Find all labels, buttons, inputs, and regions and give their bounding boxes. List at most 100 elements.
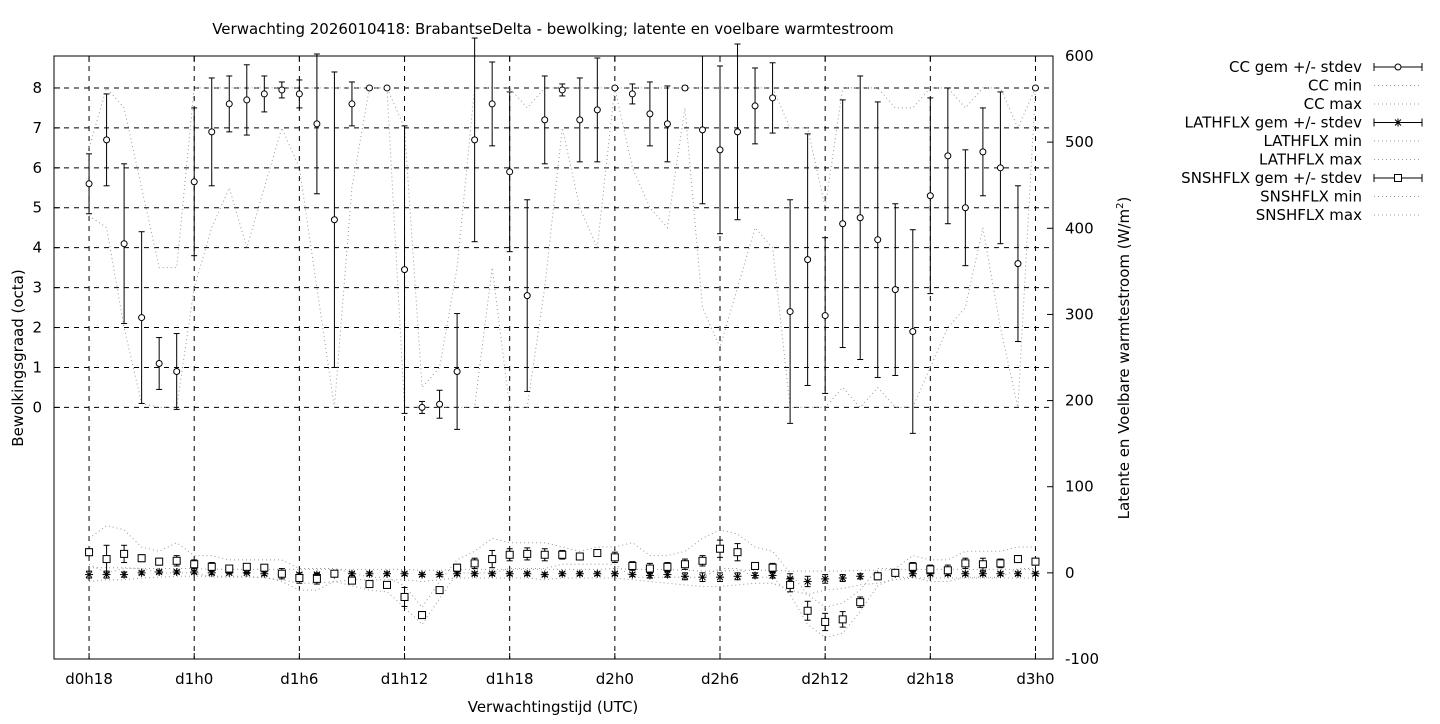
lathflx-mean-point [207, 568, 216, 577]
y-left-tick-label: 0 [32, 398, 42, 416]
legend-item: LATHFLX gem +/- stdev [1184, 114, 1423, 132]
lathflx-mean-point [172, 567, 181, 576]
lathflx-mean-point [453, 569, 462, 578]
lathflx-mean-point [190, 567, 199, 576]
y-right-tick-label: 500 [1065, 133, 1094, 151]
cc-mean-point [926, 192, 934, 200]
x-tick-label: d3h0 [1016, 670, 1054, 688]
snshflx-mean-point [242, 562, 251, 571]
cc-mean-point [804, 256, 812, 264]
snshflx-mean-point [330, 569, 339, 578]
cc-mean-point [558, 86, 566, 94]
min-max-curves [88, 86, 1036, 639]
lathflx-mean-point [593, 569, 602, 578]
star-stroke [541, 571, 549, 578]
lathflx-max-line [89, 567, 1036, 572]
snshflx-mean-point [260, 563, 269, 572]
x-tick-label: d1h0 [175, 670, 213, 688]
star-stroke [856, 572, 864, 580]
snshflx-mean-point [558, 550, 567, 559]
lathflx-mean-point [120, 570, 129, 579]
legend-item: LATHFLX max [1259, 151, 1422, 169]
lathflx-mean-point [663, 570, 672, 579]
cc-mean-point [996, 164, 1004, 172]
star-stroke [593, 570, 601, 578]
legend-item: SNSHFLX min [1260, 188, 1422, 206]
snshflx-mean-point [225, 564, 234, 573]
y-right-tick-label: 300 [1065, 305, 1094, 323]
x-tick-label: d1h6 [280, 670, 318, 688]
lathflx-mean-point [1013, 569, 1022, 578]
snshflx-mean-point [505, 550, 514, 559]
star-stroke [243, 569, 251, 577]
snshflx-mean-point [400, 592, 409, 601]
snshflx-mean-point [575, 552, 584, 561]
star-stroke [366, 570, 373, 578]
cc-mean-point [734, 128, 742, 136]
lathflx-mean-point [768, 571, 777, 580]
legend-label: CC gem +/- stdev [1229, 58, 1362, 76]
grid [54, 56, 1053, 659]
lathflx-mean-point [786, 574, 795, 583]
star-stroke [839, 574, 847, 582]
star-stroke [418, 571, 426, 578]
y-left-tick-labels: 0 1 2 3 4 5 6 7 8 [32, 79, 42, 416]
lathflx-mean-point [803, 577, 812, 586]
cc-mean-point [243, 96, 251, 104]
lathflx-mean-point [698, 573, 707, 582]
y-right-tick-label: 200 [1065, 392, 1094, 410]
y-axis-right-label-main: Latente en Voelbare warmtestroom (W/m [1115, 209, 1133, 519]
snshflx-mean-point [1013, 555, 1022, 564]
y-axis-left-label: Bewolkingsgraad (octa) [9, 269, 27, 446]
lathflx-mean-point [838, 574, 847, 583]
star-stroke [208, 569, 216, 577]
x-tick-label: d1h18 [486, 670, 534, 688]
lathflx-mean-point [961, 569, 970, 578]
error-bars [86, 37, 1039, 632]
cc-mean-point [1014, 260, 1022, 268]
cc-mean-point [891, 286, 899, 294]
cc-mean-point [874, 236, 882, 244]
star-stroke [401, 570, 408, 578]
star-stroke [1394, 119, 1402, 126]
lathflx-mean-point [470, 569, 479, 578]
star-stroke [751, 572, 759, 579]
cc-mean-point [593, 106, 601, 114]
star-stroke [260, 570, 268, 578]
cc-mean-point [856, 214, 864, 222]
y-left-tick-label: 1 [32, 358, 42, 376]
cc-mean-point [944, 152, 952, 160]
lathflx-mean-point [102, 570, 111, 579]
star-stroke [488, 570, 496, 578]
lathflx-mean-point [978, 569, 987, 578]
cc-mean-point [260, 90, 268, 98]
snshflx-mean-point [610, 553, 619, 562]
y-right-tick-label: -100 [1065, 650, 1099, 668]
legend-label: SNSHFLX max [1256, 206, 1362, 224]
legend-marker [1394, 174, 1402, 182]
snshflx-mean-point [856, 598, 865, 607]
cc-mean-point [821, 312, 829, 320]
snshflx-mean-point [873, 572, 882, 581]
cc-mean-point [190, 178, 198, 186]
cc-mean-point [295, 90, 303, 98]
snshflx-mean-point [716, 544, 724, 553]
star-stroke [173, 568, 181, 576]
plot-frame [53, 55, 1054, 660]
y-left-tick-label: 7 [32, 119, 42, 137]
cc-mean-point [839, 220, 847, 228]
cc-mean-point [330, 216, 338, 224]
x-tick-label: d1h12 [381, 670, 429, 688]
star-stroke [558, 570, 566, 578]
snshflx-min-line [88, 563, 1036, 639]
markers [85, 84, 1040, 626]
y-right-tick-label: 100 [1065, 478, 1094, 496]
star-stroke [979, 570, 987, 578]
star-stroke [734, 572, 741, 580]
cc-mean-point [716, 146, 724, 154]
cc-mean-point [979, 148, 987, 156]
y-right-tick-label: 400 [1065, 219, 1094, 237]
lathflx-mean-point [155, 567, 164, 576]
